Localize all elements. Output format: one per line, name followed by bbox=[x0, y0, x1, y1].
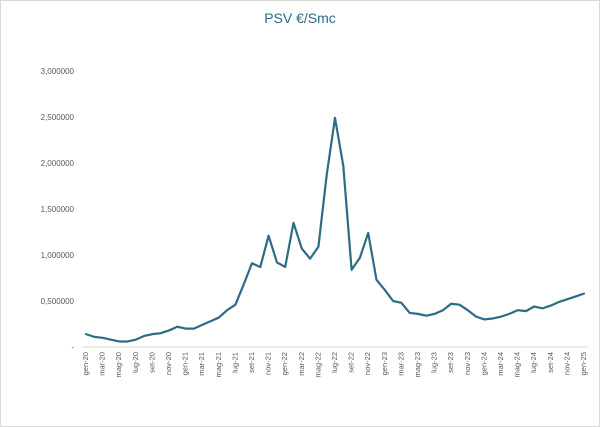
y-tick-label: 1,000000 bbox=[41, 251, 75, 260]
x-tick-label: set-23 bbox=[446, 352, 455, 373]
y-tick-label: - bbox=[71, 343, 74, 352]
y-axis-ticks: - 0,500000 1,000000 1,500000 2,000000 2,50000… bbox=[41, 67, 75, 352]
y-tick-label: 0,500000 bbox=[41, 297, 75, 306]
x-tick-label: lug-24 bbox=[529, 352, 538, 373]
x-tick-label: lug-23 bbox=[430, 352, 439, 373]
x-tick-label: mag-24 bbox=[513, 352, 522, 377]
x-tick-label: mag-20 bbox=[114, 352, 123, 377]
chart-title: PSV €/Smc bbox=[264, 10, 336, 26]
x-tick-label: set-21 bbox=[247, 352, 256, 373]
x-tick-label: lug-20 bbox=[131, 352, 140, 373]
x-tick-label: gen-22 bbox=[280, 352, 289, 375]
x-tick-label: mar-24 bbox=[496, 352, 505, 376]
x-tick-label: gen-21 bbox=[181, 352, 190, 375]
x-tick-label: gen-25 bbox=[579, 352, 588, 375]
x-tick-label: gen-24 bbox=[479, 352, 488, 375]
x-tick-label: lug-21 bbox=[230, 352, 239, 373]
x-tick-label: mar-21 bbox=[197, 352, 206, 376]
y-tick-label: 1,500000 bbox=[41, 205, 75, 214]
x-tick-label: set-24 bbox=[546, 352, 555, 373]
x-tick-label: nov-24 bbox=[562, 352, 571, 375]
x-tick-label: set-22 bbox=[347, 352, 356, 373]
x-tick-label: mar-22 bbox=[297, 352, 306, 376]
x-tick-label: nov-20 bbox=[164, 352, 173, 375]
y-tick-label: 3,000000 bbox=[41, 67, 75, 76]
x-tick-label: mag-22 bbox=[313, 352, 322, 377]
x-tick-label: gen-20 bbox=[81, 352, 90, 375]
y-tick-label: 2,000000 bbox=[41, 159, 75, 168]
x-axis-ticks: gen-20 mar-20 mag-20 lug-20 set-20 nov-20 gen-… bbox=[81, 352, 588, 377]
x-tick-label: nov-23 bbox=[463, 352, 472, 375]
x-tick-label: set-20 bbox=[147, 352, 156, 373]
x-tick-label: lug-22 bbox=[330, 352, 339, 373]
y-tick-label: 2,500000 bbox=[41, 113, 75, 122]
x-tick-label: mag-23 bbox=[413, 352, 422, 377]
series-line bbox=[84, 116, 586, 343]
x-tick-label: nov-22 bbox=[363, 352, 372, 375]
x-tick-label: mar-20 bbox=[98, 352, 107, 376]
x-tick-label: mar-23 bbox=[396, 352, 405, 376]
x-tick-label: mag-21 bbox=[214, 352, 223, 377]
x-tick-label: gen-23 bbox=[380, 352, 389, 375]
x-tick-label: nov-21 bbox=[264, 352, 273, 375]
